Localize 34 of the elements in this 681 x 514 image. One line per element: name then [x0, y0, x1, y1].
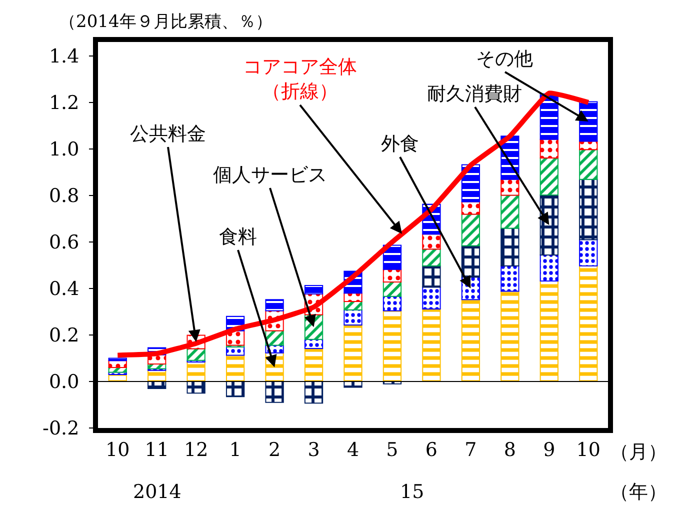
text: 2014: [133, 481, 182, 503]
x-tick-label: 7: [464, 438, 477, 461]
x-tick-label: 5: [386, 438, 398, 461]
text: コアコア全体（折線）: [243, 56, 357, 103]
x-tick-label: 12: [184, 438, 208, 461]
y-tick-label: -0.2: [42, 418, 80, 440]
x-tick-label: 3: [308, 438, 320, 461]
text: 食料: [219, 226, 257, 248]
x-tick-label: 10: [576, 438, 600, 461]
y-tick-label: 0.6: [48, 232, 80, 254]
x-tick-label: 4: [346, 438, 360, 461]
x-tick-label: 1: [229, 438, 242, 461]
text: 外食: [381, 133, 419, 155]
x-tick-label: 9: [543, 438, 556, 461]
text: 公共料金: [130, 123, 206, 145]
y-tick-label: 1.4: [48, 46, 80, 68]
text: （年）: [610, 481, 667, 503]
y-tick-label: 1.0: [48, 138, 80, 161]
text: 個人サービス: [213, 164, 327, 186]
series-label: その他: [476, 48, 533, 70]
y-tick-label: 1.2: [48, 92, 80, 114]
x-tick-label: 6: [425, 438, 438, 461]
y-axis-title: （2014年９月比累積、％）: [59, 12, 272, 32]
x-tick-label: 8: [504, 438, 516, 461]
text: 耐久消費財: [427, 83, 522, 105]
y-tick-label: 0.8: [48, 185, 80, 208]
y-tick-label: 0.0: [48, 371, 80, 394]
text: 15: [400, 481, 424, 503]
y-tick-label: 0.4: [48, 278, 80, 300]
x-tick-label: 10: [106, 438, 130, 461]
x-tick-label: 2: [268, 438, 281, 461]
text: （月）: [610, 441, 667, 463]
y-tick-label: 0.2: [48, 324, 80, 347]
x-tick-label: 11: [144, 438, 169, 461]
